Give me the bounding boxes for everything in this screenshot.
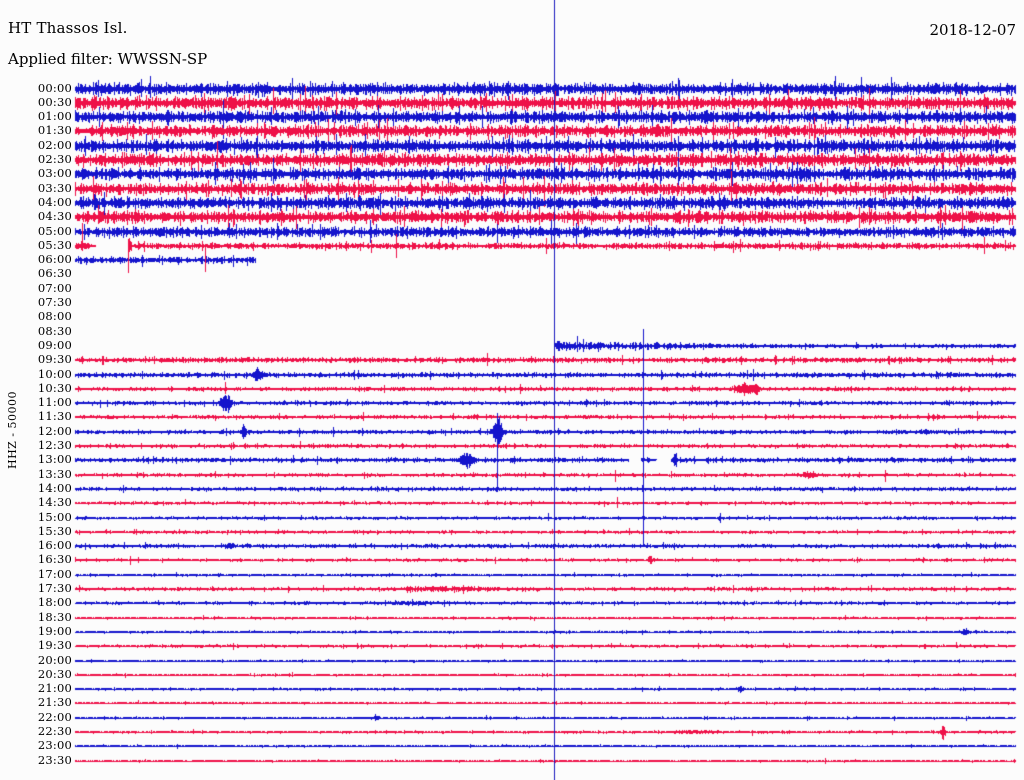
helicorder-view: HT Thassos Isl. 2018-12-07 Applied filte… bbox=[0, 0, 1024, 780]
helicorder-plot[interactable] bbox=[0, 0, 1024, 780]
